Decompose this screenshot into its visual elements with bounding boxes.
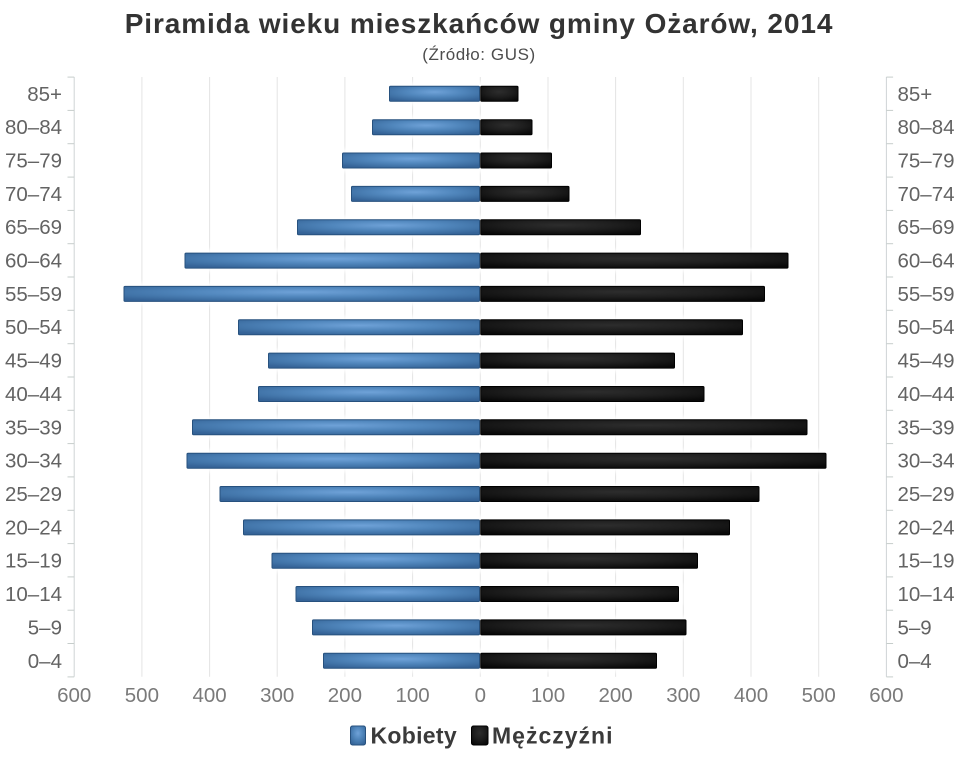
svg-text:Piramida wieku mieszkańców gmi: Piramida wieku mieszkańców gminy Ożarów,… xyxy=(125,8,834,39)
svg-text:400: 400 xyxy=(734,684,768,707)
svg-text:Mężczyźni: Mężczyźni xyxy=(492,723,613,749)
svg-text:40–44: 40–44 xyxy=(5,383,62,406)
svg-text:0: 0 xyxy=(475,684,486,707)
svg-text:15–19: 15–19 xyxy=(5,550,62,573)
svg-text:70–74: 70–74 xyxy=(5,183,62,206)
svg-text:5–9: 5–9 xyxy=(898,616,932,639)
svg-text:65–69: 65–69 xyxy=(898,216,955,239)
svg-text:70–74: 70–74 xyxy=(898,183,955,206)
svg-text:500: 500 xyxy=(802,684,836,707)
svg-text:65–69: 65–69 xyxy=(5,216,62,239)
svg-text:300: 300 xyxy=(260,684,294,707)
svg-text:35–39: 35–39 xyxy=(5,416,62,439)
svg-text:20–24: 20–24 xyxy=(898,516,955,539)
svg-text:500: 500 xyxy=(125,684,159,707)
svg-text:30–34: 30–34 xyxy=(5,450,62,473)
svg-text:45–49: 45–49 xyxy=(898,350,955,373)
svg-text:20–24: 20–24 xyxy=(5,516,62,539)
svg-text:(Źródło: GUS): (Źródło: GUS) xyxy=(422,45,536,64)
svg-text:10–14: 10–14 xyxy=(898,583,955,606)
svg-text:80–84: 80–84 xyxy=(898,116,955,139)
svg-text:45–49: 45–49 xyxy=(5,350,62,373)
svg-text:30–34: 30–34 xyxy=(898,450,955,473)
svg-text:35–39: 35–39 xyxy=(898,416,955,439)
svg-text:25–29: 25–29 xyxy=(5,483,62,506)
svg-text:10–14: 10–14 xyxy=(5,583,62,606)
svg-text:60–64: 60–64 xyxy=(5,250,62,273)
svg-text:75–79: 75–79 xyxy=(5,150,62,173)
svg-text:85+: 85+ xyxy=(27,83,62,106)
svg-text:0–4: 0–4 xyxy=(898,650,932,673)
svg-text:80–84: 80–84 xyxy=(5,116,62,139)
svg-text:0–4: 0–4 xyxy=(28,650,62,673)
svg-text:50–54: 50–54 xyxy=(898,316,955,339)
svg-text:200: 200 xyxy=(328,684,362,707)
svg-text:600: 600 xyxy=(57,684,91,707)
svg-text:15–19: 15–19 xyxy=(898,550,955,573)
svg-text:60–64: 60–64 xyxy=(898,250,955,273)
svg-text:50–54: 50–54 xyxy=(5,316,62,339)
svg-text:400: 400 xyxy=(192,684,226,707)
svg-text:100: 100 xyxy=(395,684,429,707)
svg-text:Kobiety: Kobiety xyxy=(371,723,457,749)
svg-text:40–44: 40–44 xyxy=(898,383,955,406)
svg-text:75–79: 75–79 xyxy=(898,150,955,173)
svg-text:85+: 85+ xyxy=(898,83,933,106)
svg-text:200: 200 xyxy=(598,684,632,707)
svg-text:300: 300 xyxy=(666,684,700,707)
svg-text:25–29: 25–29 xyxy=(898,483,955,506)
svg-text:55–59: 55–59 xyxy=(898,283,955,306)
svg-text:55–59: 55–59 xyxy=(5,283,62,306)
svg-text:5–9: 5–9 xyxy=(28,616,62,639)
svg-text:100: 100 xyxy=(531,684,565,707)
svg-text:600: 600 xyxy=(869,684,903,707)
